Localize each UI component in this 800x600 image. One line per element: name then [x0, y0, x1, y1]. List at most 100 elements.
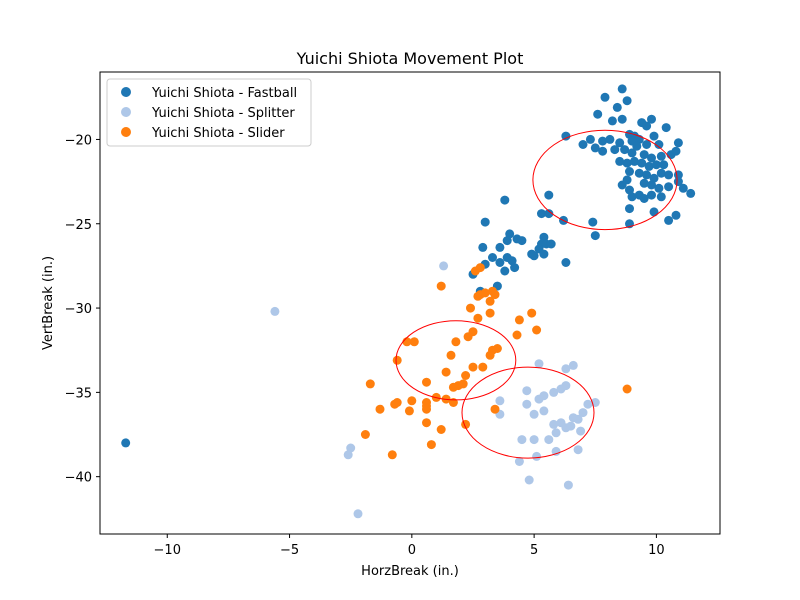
- data-point: [485, 296, 495, 306]
- data-point: [544, 435, 554, 445]
- points-layer: [121, 84, 696, 519]
- data-point: [639, 178, 649, 188]
- data-point: [360, 430, 370, 439]
- data-point: [446, 350, 456, 360]
- data-point: [529, 409, 539, 419]
- data-point: [522, 399, 532, 409]
- y-tick-label: −30: [65, 302, 92, 317]
- data-point: [532, 325, 542, 335]
- data-point: [502, 236, 512, 246]
- data-point: [365, 379, 375, 389]
- data-point: [439, 261, 449, 271]
- data-point: [461, 371, 471, 380]
- data-point: [524, 475, 534, 485]
- legend-label-slider: Yuichi Shiota - Slider: [151, 126, 285, 141]
- series-2: [360, 263, 632, 460]
- data-point: [549, 419, 559, 429]
- data-point: [573, 445, 583, 455]
- data-point: [593, 109, 603, 119]
- legend-marker-splitter: [121, 107, 131, 117]
- data-point: [661, 123, 671, 133]
- data-point: [627, 148, 637, 158]
- data-point: [686, 188, 696, 198]
- data-point: [529, 435, 539, 445]
- data-point: [615, 138, 625, 148]
- plot-area: [121, 84, 696, 519]
- data-point: [671, 210, 681, 220]
- data-point: [495, 396, 505, 406]
- data-point: [566, 421, 576, 431]
- data-point: [656, 168, 666, 178]
- data-point: [512, 330, 522, 340]
- data-point: [656, 151, 666, 161]
- data-point: [510, 263, 520, 273]
- data-point: [436, 281, 446, 291]
- y-tick-label: −20: [65, 133, 92, 148]
- data-point: [642, 121, 652, 131]
- data-point: [436, 425, 446, 434]
- data-point: [642, 170, 652, 180]
- data-point: [544, 209, 554, 219]
- data-point: [625, 167, 634, 176]
- data-point: [578, 408, 588, 418]
- data-point: [573, 414, 583, 424]
- data-point: [610, 145, 620, 155]
- data-point: [522, 386, 532, 396]
- y-tick-label: −35: [65, 386, 92, 401]
- data-point: [642, 140, 652, 149]
- data-point: [612, 102, 622, 112]
- data-point: [561, 131, 571, 141]
- data-point: [647, 180, 656, 190]
- data-point: [514, 457, 524, 466]
- series-0: [121, 84, 696, 448]
- x-axis-label: HorzBreak (in.): [361, 564, 459, 579]
- data-point: [664, 182, 674, 192]
- data-point: [678, 183, 688, 193]
- x-tick-label: 0: [408, 543, 416, 558]
- data-point: [632, 141, 642, 151]
- data-point: [409, 337, 419, 347]
- data-point: [500, 195, 510, 205]
- data-point: [671, 146, 681, 156]
- data-point: [634, 168, 644, 178]
- data-point: [649, 131, 659, 141]
- data-point: [647, 190, 656, 200]
- data-point: [546, 239, 556, 249]
- data-point: [500, 266, 510, 276]
- cluster-ellipse-2: [461, 366, 595, 459]
- data-point: [495, 258, 505, 267]
- data-point: [485, 350, 495, 360]
- series-1: [270, 261, 600, 519]
- data-point: [473, 313, 483, 323]
- data-point: [598, 136, 608, 146]
- legend: Yuichi Shiota - Fastball Yuichi Shiota -…: [106, 78, 312, 147]
- data-point: [495, 242, 505, 252]
- data-point: [561, 364, 571, 374]
- plot-frame: [99, 71, 721, 535]
- data-point: [639, 150, 649, 160]
- data-point: [622, 158, 632, 168]
- data-point: [121, 438, 131, 448]
- data-point: [656, 192, 666, 202]
- data-point: [578, 140, 588, 149]
- data-point: [607, 116, 617, 126]
- data-point: [392, 398, 402, 407]
- data-point: [649, 207, 659, 217]
- data-point: [561, 258, 571, 267]
- data-point: [590, 143, 600, 153]
- data-point: [600, 92, 610, 102]
- data-point: [517, 435, 527, 445]
- data-point: [576, 426, 586, 436]
- data-point: [629, 156, 639, 166]
- data-point: [375, 404, 385, 414]
- data-point: [585, 134, 595, 144]
- data-point: [517, 236, 527, 246]
- legend-label-splitter: Yuichi Shiota - Splitter: [151, 106, 295, 121]
- x-tick-label: 10: [648, 543, 665, 558]
- data-point: [270, 306, 280, 316]
- data-point: [475, 263, 485, 273]
- data-point: [480, 217, 490, 227]
- chart-title: Yuichi Shiota Movement Plot: [296, 49, 524, 68]
- legend-marker-slider: [121, 127, 131, 137]
- data-point: [637, 158, 647, 168]
